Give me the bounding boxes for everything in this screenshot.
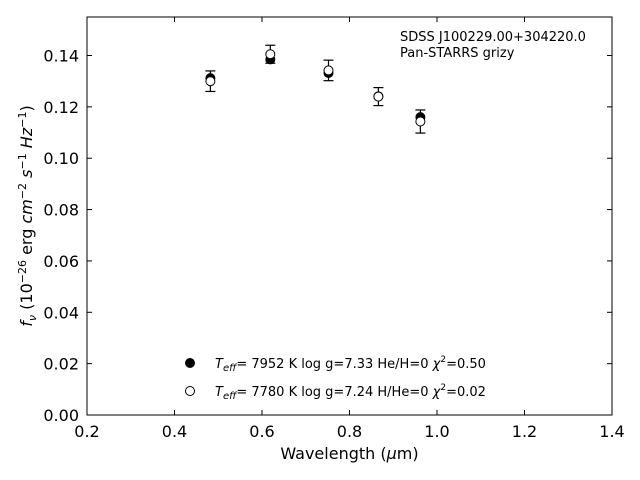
annotation-object: SDSS J100229.00+304220.0 [400,30,586,45]
x-tick-label: 0.8 [337,422,362,441]
legend-marker-open [185,386,195,396]
data-marks [205,44,426,134]
y-tick-label: 0.10 [43,149,79,168]
legend-marker-filled [185,358,195,368]
y-tick-label: 0.02 [43,355,79,374]
y-tick-label: 0.08 [43,201,79,220]
x-axis-label: Wavelength (μm) [280,444,418,463]
x-axis: 0.2 0.4 0.6 0.8 1.0 1.2 1.4 [74,17,625,441]
point-open [205,76,216,87]
legend: Teff= 7952 K log g=7.33 He/H=0 χ2=0.50 T… [185,355,486,402]
x-tick-label: 1.0 [424,422,449,441]
legend-entry-1-params: = 7952 K log g=7.33 He/H=0 [236,357,432,372]
point-open [323,65,334,76]
y-axis: 0.00 0.02 0.04 0.06 0.08 0.10 0.12 0.14 [43,47,612,425]
legend-entry-2-chi: =0.02 [446,385,486,400]
plot-area [86,16,613,416]
point-open [415,116,426,127]
x-tick-label: 0.6 [249,422,274,441]
y-tick-label: 0.06 [43,252,79,271]
annotation-survey: Pan-STARRS grizy [400,46,515,61]
x-tick-label: 0.2 [74,422,99,441]
legend-entry-1: Teff= 7952 K log g=7.33 He/H=0 χ2=0.50 [215,355,486,374]
legend-entry-2: Teff= 7780 K log g=7.24 H/He=0 χ2=0.02 [215,383,486,402]
legend-entry-2-params: = 7780 K log g=7.24 H/He=0 [236,385,432,400]
point-open [265,49,276,60]
y-tick-label: 0.00 [43,406,79,425]
y-tick-label: 0.12 [43,98,79,117]
y-tick-label: 0.14 [43,47,79,66]
y-axis-label: fν (10−26 erg cm−2 s−1 Hz−1) [16,105,39,326]
legend-entry-1-chi: =0.50 [446,357,486,372]
x-tick-label: 1.2 [512,422,537,441]
x-tick-label: 1.4 [599,422,624,441]
x-tick-label: 0.4 [162,422,187,441]
point-open [373,91,384,102]
y-tick-label: 0.04 [43,303,79,322]
